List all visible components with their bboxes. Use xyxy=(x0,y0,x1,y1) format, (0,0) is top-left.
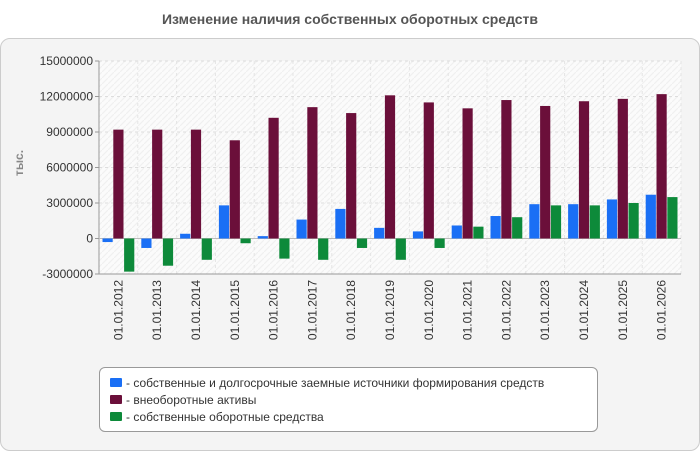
bar-series-1 xyxy=(384,95,396,239)
bar-series-1 xyxy=(113,129,124,239)
x-tick-label: 01.01.2015 xyxy=(228,280,242,340)
legend-swatch-sources xyxy=(110,378,122,387)
y-tick-label: 15000000 xyxy=(40,54,94,68)
x-tick-label: 01.01.2022 xyxy=(499,280,513,340)
legend-swatch-noncurrent-assets xyxy=(110,395,122,404)
bars xyxy=(102,94,678,272)
bar-series-0 xyxy=(645,194,656,239)
bar-series-2 xyxy=(279,238,290,259)
bar-series-1 xyxy=(346,113,357,239)
x-tick-label: 01.01.2023 xyxy=(538,280,552,340)
bar-series-1 xyxy=(462,108,473,239)
bar-series-2 xyxy=(162,238,174,266)
legend-label: - собственные оборотные средства xyxy=(126,409,324,424)
y-tick-label: 3000000 xyxy=(46,196,93,210)
x-tick-label: 01.01.2018 xyxy=(344,280,358,340)
bar-series-2 xyxy=(318,238,329,260)
legend-swatch-working-capital xyxy=(110,412,122,421)
bar-series-1 xyxy=(190,129,202,239)
bar-series-2 xyxy=(550,205,562,239)
bar-series-2 xyxy=(395,238,406,260)
bar-series-2 xyxy=(201,238,212,260)
bar-series-1 xyxy=(423,102,434,239)
y-tick-label: -3000000 xyxy=(42,267,93,281)
bar-series-2 xyxy=(434,238,445,248)
bar-series-1 xyxy=(656,94,667,239)
x-tick-label: 01.01.2012 xyxy=(111,280,125,340)
y-tick-label: 12000000 xyxy=(40,90,94,104)
bar-series-1 xyxy=(617,98,628,239)
bar-series-0 xyxy=(412,231,424,239)
legend-item: - внеоборотные активы xyxy=(100,391,597,408)
y-axis-label: тыс. xyxy=(12,150,26,176)
bar-series-2 xyxy=(589,205,600,239)
x-tick-label: 01.01.2014 xyxy=(189,280,203,340)
chart-title: Изменение наличия собственных оборотных … xyxy=(161,11,539,27)
bar-series-0 xyxy=(451,225,462,239)
bar-series-2 xyxy=(356,238,368,248)
bar-series-2 xyxy=(124,238,135,272)
x-tick-label: 01.01.2021 xyxy=(461,280,475,340)
bar-series-0 xyxy=(335,208,346,239)
bar-series-0 xyxy=(490,216,501,239)
y-tick-label: 0 xyxy=(86,232,93,246)
x-tick-label: 01.01.2024 xyxy=(577,280,591,340)
legend-item: - собственные оборотные средства xyxy=(100,408,597,425)
bar-series-0 xyxy=(568,204,579,239)
bar-series-1 xyxy=(307,107,318,239)
bar-series-0 xyxy=(296,219,307,239)
bar-series-0 xyxy=(218,205,230,239)
x-tick-label: 01.01.2020 xyxy=(422,280,436,340)
x-tick-label: 01.01.2019 xyxy=(383,280,397,340)
legend-label: - собственные и долгосрочные заемные ист… xyxy=(126,375,545,390)
bar-series-1 xyxy=(501,100,512,239)
bar-series-1 xyxy=(152,129,163,239)
bar-series-0 xyxy=(374,227,385,239)
bar-series-2 xyxy=(628,203,639,239)
bar-series-0 xyxy=(102,238,113,243)
x-tick-label: 01.01.2016 xyxy=(267,280,281,340)
bar-series-1 xyxy=(268,117,279,239)
bar-series-0 xyxy=(606,199,618,239)
bar-series-0 xyxy=(180,233,191,239)
y-tick-label: 9000000 xyxy=(46,125,93,139)
bar-series-0 xyxy=(141,238,152,248)
bar-series-2 xyxy=(667,197,678,239)
x-tick-label: 01.01.2017 xyxy=(305,280,319,340)
bar-series-0 xyxy=(257,236,268,239)
legend-label: - внеоборотные активы xyxy=(126,392,257,407)
bar-series-1 xyxy=(540,105,551,239)
bar-series-2 xyxy=(473,226,484,239)
x-tick-label: 01.01.2026 xyxy=(655,280,669,340)
y-tick-label: 6000000 xyxy=(46,161,93,175)
bar-series-2 xyxy=(240,238,251,244)
bar-series-1 xyxy=(229,140,240,239)
legend-item: - собственные и долгосрочные заемные ист… xyxy=(100,374,597,391)
x-tick-label: 01.01.2025 xyxy=(616,280,630,340)
bar-series-1 xyxy=(578,101,590,239)
bar-series-2 xyxy=(512,217,523,239)
legend: - собственные и долгосрочные заемные ист… xyxy=(99,367,598,432)
axis-labels: 15000000 12000000 9000000 6000000 3000000 0 -3… xyxy=(40,54,669,340)
x-tick-label: 01.01.2013 xyxy=(150,280,164,340)
bar-series-0 xyxy=(529,204,540,239)
